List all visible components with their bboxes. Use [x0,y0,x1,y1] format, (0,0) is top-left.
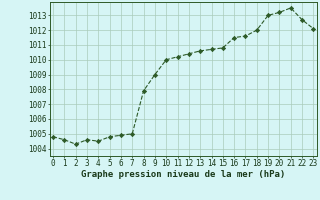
X-axis label: Graphe pression niveau de la mer (hPa): Graphe pression niveau de la mer (hPa) [81,170,285,179]
